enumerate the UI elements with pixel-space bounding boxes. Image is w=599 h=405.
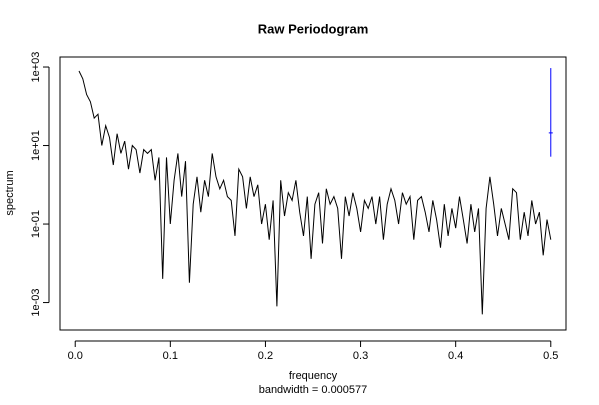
subtitle: bandwidth = 0.000577 xyxy=(259,384,368,396)
x-tick-label: 0.1 xyxy=(163,350,178,362)
x-tick-label: 0.0 xyxy=(68,350,83,362)
plot-box xyxy=(59,56,567,331)
y-tick-label: 1e-03 xyxy=(30,288,42,316)
chart-title: Raw Periodogram xyxy=(258,21,369,36)
x-tick-label: 0.5 xyxy=(543,350,558,362)
x-tick-label: 0.2 xyxy=(258,350,273,362)
spectrum-line xyxy=(78,70,552,315)
x-axis-label: frequency xyxy=(289,370,338,382)
y-tick-label: 1e+03 xyxy=(30,52,42,83)
x-tick-label: 0.3 xyxy=(353,350,368,362)
x-tick-label: 0.4 xyxy=(448,350,463,362)
y-axis-label: spectrum xyxy=(4,170,16,215)
y-tick-label: 1e-01 xyxy=(30,210,42,238)
y-tick-label: 1e+01 xyxy=(30,130,42,161)
